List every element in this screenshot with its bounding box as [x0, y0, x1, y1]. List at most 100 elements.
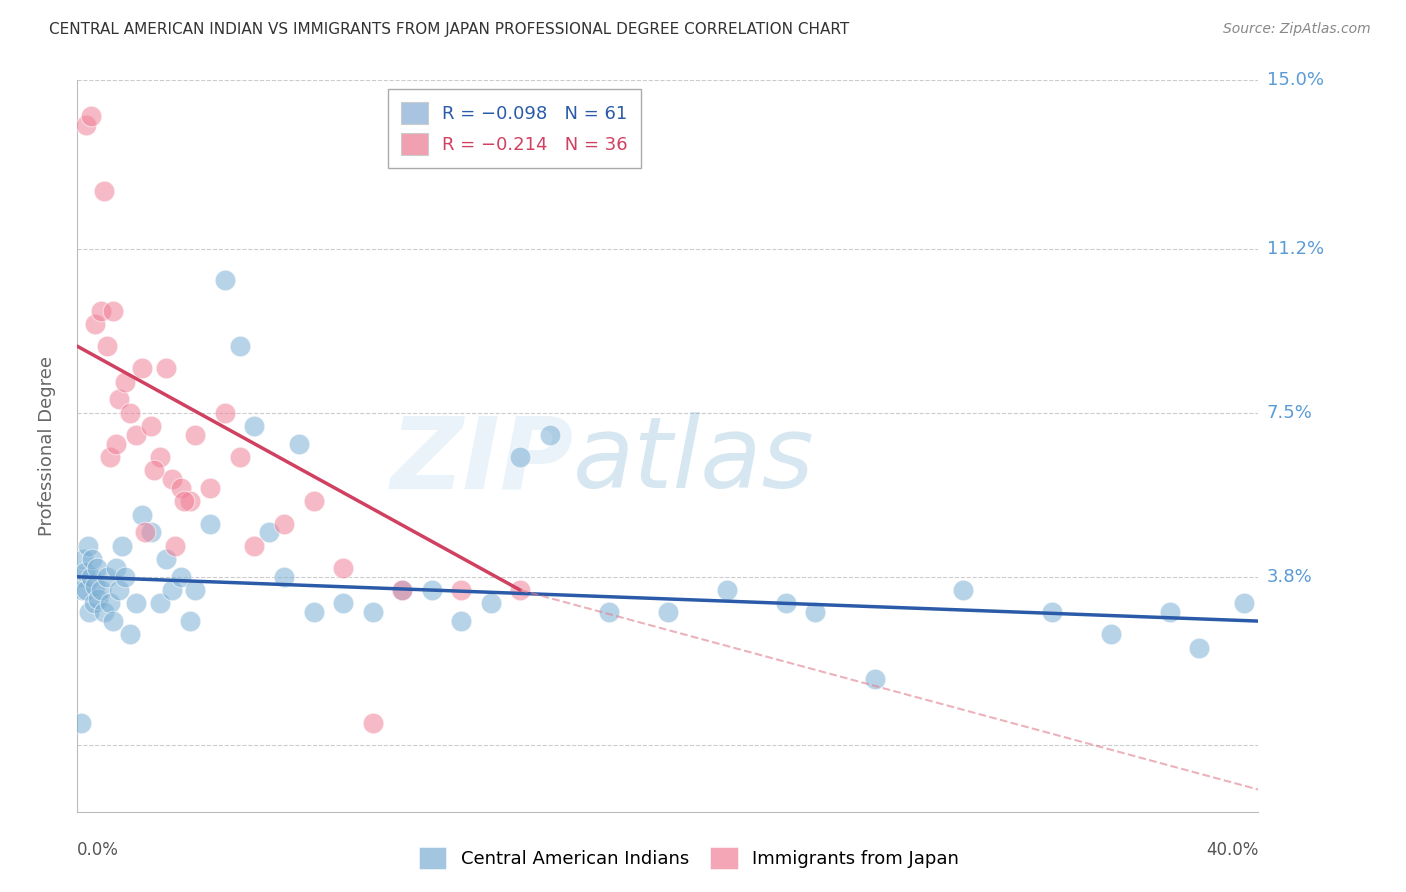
Point	[93, 184, 115, 198]
Point	[228, 339, 252, 353]
Text: CENTRAL AMERICAN INDIAN VS IMMIGRANTS FROM JAPAN PROFESSIONAL DEGREE CORRELATION: CENTRAL AMERICAN INDIAN VS IMMIGRANTS FR…	[49, 22, 849, 37]
Text: 15.0%: 15.0%	[1267, 71, 1323, 89]
Point	[273, 570, 295, 584]
Point	[101, 303, 124, 318]
Point	[420, 583, 443, 598]
Point	[160, 472, 183, 486]
Point	[200, 481, 222, 495]
Text: Source: ZipAtlas.com: Source: ZipAtlas.com	[1223, 22, 1371, 37]
Point	[952, 583, 974, 598]
Point	[163, 539, 186, 553]
Point	[131, 361, 153, 376]
Point	[716, 583, 738, 598]
Point	[332, 561, 354, 575]
Point	[141, 525, 163, 540]
Point	[104, 561, 127, 575]
Point	[391, 583, 413, 598]
Point	[302, 605, 325, 619]
Point	[804, 605, 827, 619]
Point	[70, 716, 93, 731]
Point	[509, 583, 531, 598]
Point	[179, 614, 201, 628]
Point	[598, 605, 620, 619]
Text: ZIP: ZIP	[391, 412, 574, 509]
Point	[288, 437, 311, 451]
Legend: Central American Indians, Immigrants from Japan: Central American Indians, Immigrants fro…	[411, 838, 967, 879]
Point	[84, 579, 107, 593]
Point	[775, 596, 797, 610]
Point	[184, 583, 207, 598]
Point	[149, 450, 172, 464]
Point	[302, 494, 325, 508]
Point	[228, 450, 252, 464]
Point	[101, 614, 124, 628]
Point	[173, 494, 195, 508]
Point	[98, 596, 121, 610]
Point	[96, 339, 118, 353]
Y-axis label: Professional Degree: Professional Degree	[38, 356, 56, 536]
Point	[143, 463, 166, 477]
Point	[73, 566, 96, 580]
Point	[155, 552, 177, 566]
Point	[450, 614, 472, 628]
Point	[863, 672, 886, 686]
Point	[79, 109, 101, 123]
Point	[69, 570, 91, 584]
Point	[170, 570, 193, 584]
Point	[125, 428, 148, 442]
Point	[538, 428, 561, 442]
Point	[82, 552, 104, 566]
Point	[114, 570, 136, 584]
Text: 11.2%: 11.2%	[1267, 240, 1324, 258]
Legend: R = −0.098   N = 61, R = −0.214   N = 36: R = −0.098 N = 61, R = −0.214 N = 36	[388, 89, 641, 168]
Point	[1233, 596, 1256, 610]
Point	[79, 570, 101, 584]
Point	[184, 428, 207, 442]
Point	[155, 361, 177, 376]
Point	[479, 596, 502, 610]
Point	[120, 627, 142, 641]
Point	[75, 118, 97, 132]
Point	[96, 570, 118, 584]
Point	[134, 525, 156, 540]
Point	[214, 406, 236, 420]
Point	[72, 552, 94, 566]
Point	[160, 583, 183, 598]
Point	[391, 583, 413, 598]
Point	[93, 605, 115, 619]
Point	[75, 583, 97, 598]
Point	[90, 303, 112, 318]
Point	[111, 539, 132, 553]
Text: 40.0%: 40.0%	[1206, 841, 1258, 859]
Point	[361, 605, 384, 619]
Point	[1188, 640, 1211, 655]
Point	[107, 583, 129, 598]
Point	[1099, 627, 1122, 641]
Point	[77, 605, 100, 619]
Point	[104, 437, 127, 451]
Text: 7.5%: 7.5%	[1267, 404, 1313, 422]
Point	[114, 375, 136, 389]
Point	[98, 450, 121, 464]
Point	[90, 583, 112, 598]
Point	[125, 596, 148, 610]
Point	[214, 273, 236, 287]
Point	[179, 494, 201, 508]
Point	[243, 419, 266, 434]
Point	[361, 716, 384, 731]
Point	[273, 516, 295, 531]
Point	[170, 481, 193, 495]
Point	[509, 450, 531, 464]
Point	[200, 516, 222, 531]
Point	[107, 392, 129, 407]
Point	[259, 525, 281, 540]
Point	[1040, 605, 1063, 619]
Point	[332, 596, 354, 610]
Point	[1159, 605, 1181, 619]
Point	[657, 605, 679, 619]
Point	[120, 406, 142, 420]
Point	[131, 508, 153, 522]
Text: atlas: atlas	[574, 412, 815, 509]
Point	[86, 561, 108, 575]
Text: 0.0%: 0.0%	[77, 841, 120, 859]
